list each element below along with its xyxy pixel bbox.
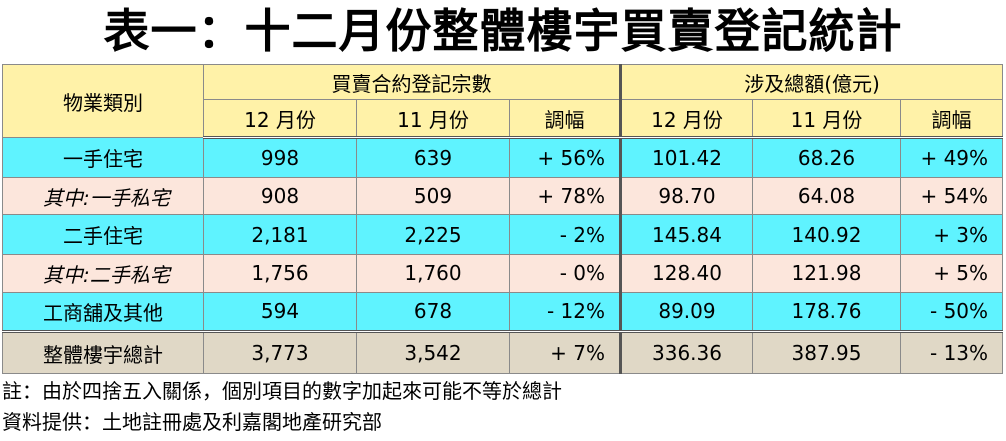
group-header-transactions: 買賣合約登記宗數 bbox=[203, 63, 621, 101]
row-label: 二手住宅 bbox=[2, 214, 204, 255]
table-cell: + 3% bbox=[899, 214, 1004, 255]
table-cell: 2,225 bbox=[356, 214, 510, 255]
source-note: 資料提供：土地註冊處及利嘉閣地產研究部 bbox=[2, 410, 382, 434]
page-title: 表一：十二月份整體樓宇買賣登記統計 bbox=[103, 4, 903, 58]
table-cell: 101.42 bbox=[619, 137, 753, 178]
table-row-total: 整體樓宇總計 3,773 3,542 + 7% 336.36 387.95 - … bbox=[2, 330, 1004, 374]
table-row: 工商舖及其他 594 678 - 12% 89.09 178.76 - 50% bbox=[2, 291, 1004, 333]
table-cell: - 13% bbox=[899, 330, 1004, 374]
table-cell: + 78% bbox=[509, 176, 621, 216]
table-cell: 998 bbox=[203, 137, 357, 178]
table-cell: 178.76 bbox=[752, 291, 901, 333]
table-cell: 678 bbox=[356, 291, 510, 333]
table-cell: 509 bbox=[356, 176, 510, 216]
sub-header-change-count: 調幅 bbox=[509, 99, 621, 140]
table-cell: + 54% bbox=[899, 176, 1004, 216]
table-cell: - 50% bbox=[899, 291, 1004, 333]
table-row: 其中:二手私宅 1,756 1,760 - 0% 128.40 121.98 +… bbox=[2, 253, 1004, 293]
table-cell: + 7% bbox=[509, 330, 621, 374]
table-cell: 908 bbox=[203, 176, 357, 216]
table-cell: 64.08 bbox=[752, 176, 901, 216]
table-cell: - 12% bbox=[509, 291, 621, 333]
table-cell: 3,773 bbox=[203, 330, 357, 374]
table-cell: 336.36 bbox=[619, 330, 753, 374]
sub-header-change-amount: 調幅 bbox=[899, 99, 1004, 140]
table-cell: 89.09 bbox=[619, 291, 753, 333]
table-cell: 1,760 bbox=[356, 253, 510, 293]
table-cell: 2,181 bbox=[203, 214, 357, 255]
table-row: 二手住宅 2,181 2,225 - 2% 145.84 140.92 + 3% bbox=[2, 214, 1004, 255]
sub-header-dec-count: 12 月份 bbox=[203, 99, 357, 140]
table-row: 其中:一手私宅 908 509 + 78% 98.70 64.08 + 54% bbox=[2, 176, 1004, 216]
table-row: 一手住宅 998 639 + 56% 101.42 68.26 + 49% bbox=[2, 137, 1004, 178]
statistics-table: 物業類別 買賣合約登記宗數 涉及總額(億元) 12 月份 11 月份 調幅 12… bbox=[2, 63, 1004, 374]
table-cell: - 2% bbox=[509, 214, 621, 255]
table-cell: 594 bbox=[203, 291, 357, 333]
group-header-amount: 涉及總額(億元) bbox=[618, 63, 1004, 101]
table-cell: - 0% bbox=[509, 253, 621, 293]
table-cell: 1,756 bbox=[203, 253, 357, 293]
table-cell: 121.98 bbox=[752, 253, 901, 293]
table-cell: + 56% bbox=[509, 137, 621, 178]
row-label: 其中:一手私宅 bbox=[2, 176, 204, 216]
table-cell: 128.40 bbox=[619, 253, 753, 293]
table-cell: 387.95 bbox=[752, 330, 901, 374]
row-label: 工商舖及其他 bbox=[2, 291, 204, 333]
table-cell: 3,542 bbox=[356, 330, 510, 374]
row-label: 一手住宅 bbox=[2, 137, 204, 178]
table-cell: + 5% bbox=[899, 253, 1004, 293]
rounding-note: 註：由於四捨五入關係，個別項目的數字加起來可能不等於總計 bbox=[2, 379, 562, 403]
sub-header-nov-amount: 11 月份 bbox=[752, 99, 901, 140]
table-cell: 145.84 bbox=[619, 214, 753, 255]
table-cell: 140.92 bbox=[752, 214, 901, 255]
table-cell: + 49% bbox=[899, 137, 1004, 178]
table-cell: 68.26 bbox=[752, 137, 901, 178]
table-cell: 639 bbox=[356, 137, 510, 178]
row-label: 其中:二手私宅 bbox=[2, 253, 204, 293]
table-cell: 98.70 bbox=[619, 176, 753, 216]
category-header: 物業類別 bbox=[2, 63, 204, 139]
sub-header-dec-amount: 12 月份 bbox=[619, 99, 753, 140]
row-label: 整體樓宇總計 bbox=[2, 330, 204, 374]
sub-header-nov-count: 11 月份 bbox=[356, 99, 510, 140]
